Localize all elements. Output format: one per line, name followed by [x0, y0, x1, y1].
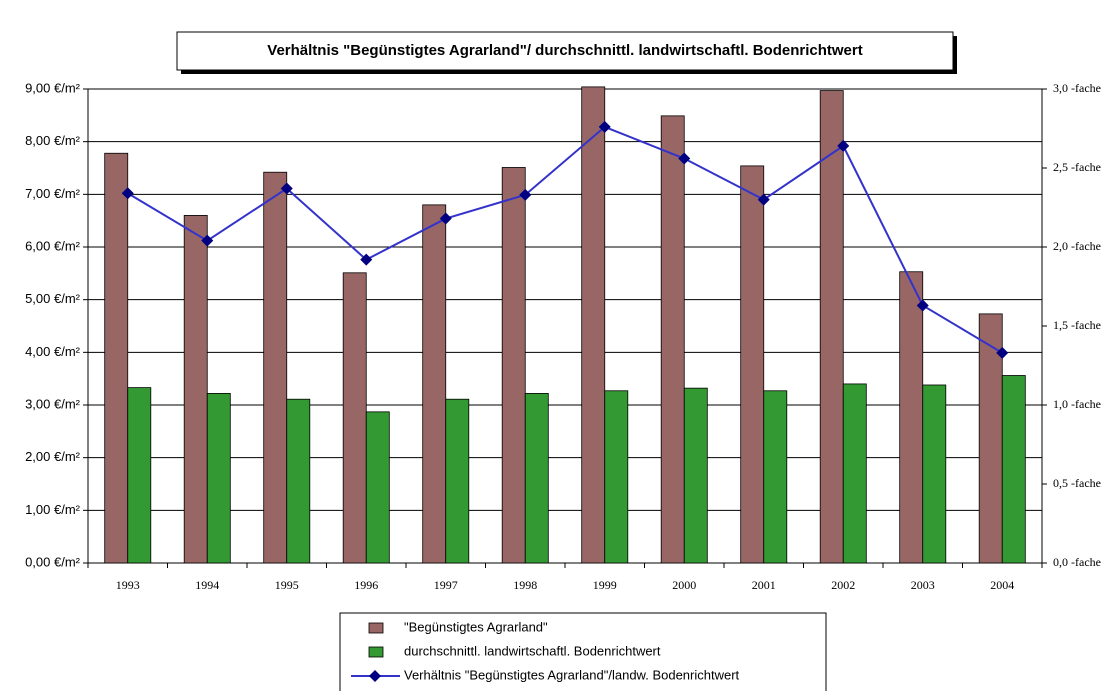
y-tick-label: 0,00 €/m²: [25, 554, 81, 569]
y2-tick-label: 3,0 -fache: [1053, 81, 1101, 95]
x-tick-label: 1999: [593, 578, 617, 592]
bar: [422, 204, 447, 564]
x-tick-label: 2003: [911, 578, 935, 592]
x-tick-label: 2000: [672, 578, 696, 592]
bar: [660, 115, 685, 564]
x-tick-label: 1995: [275, 578, 299, 592]
bar: [683, 387, 708, 564]
bar: [922, 384, 947, 564]
bar: [899, 271, 924, 564]
x-tick-label: 1994: [195, 578, 219, 592]
bar: [365, 411, 390, 564]
bar: [604, 390, 629, 564]
y2-tick-label: 2,0 -fache: [1053, 239, 1101, 253]
x-tick-label: 2002: [831, 578, 855, 592]
point-marker: [280, 182, 293, 195]
y-tick-label: 5,00 €/m²: [25, 291, 81, 306]
y-tick-label: 3,00 €/m²: [25, 396, 81, 411]
bar: [183, 214, 208, 564]
bar: [763, 390, 788, 564]
point-marker: [201, 234, 214, 247]
point-marker: [121, 187, 134, 200]
legend-label: durchschnittl. landwirtschaftl. Bodenric…: [404, 643, 661, 658]
title-box: [176, 31, 954, 71]
x-tick-label: 1997: [434, 578, 458, 592]
legend-box: [339, 612, 827, 694]
y-tick-label: 7,00 €/m²: [25, 186, 81, 201]
y-tick-label: 9,00 €/m²: [25, 80, 81, 95]
y2-tick-label: 0,0 -fache: [1053, 555, 1101, 569]
bar: [842, 383, 867, 564]
legend-swatch: [368, 646, 384, 658]
bar: [127, 387, 152, 564]
x-tick-label: 2004: [990, 578, 1014, 592]
y2-tick-label: 0,5 -fache: [1053, 476, 1101, 490]
x-tick-label: 2001: [752, 578, 776, 592]
bar: [206, 393, 231, 564]
bar: [445, 398, 470, 564]
bar: [263, 171, 288, 564]
y-tick-label: 2,00 €/m²: [25, 449, 81, 464]
y-tick-label: 6,00 €/m²: [25, 238, 81, 253]
y2-tick-label: 1,5 -fache: [1053, 318, 1101, 332]
x-tick-label: 1993: [116, 578, 140, 592]
point-marker: [519, 188, 532, 201]
legend-label: Verhältnis "Begünstigtes Agrarland"/land…: [404, 667, 740, 682]
bar: [581, 86, 606, 564]
point-marker: [598, 120, 611, 133]
point-marker: [916, 299, 929, 312]
legend-marker: [369, 670, 381, 682]
legend-swatch: [368, 622, 384, 634]
y-tick-label: 1,00 €/m²: [25, 502, 81, 517]
point-marker: [678, 152, 691, 165]
y-tick-label: 4,00 €/m²: [25, 344, 81, 359]
x-tick-label: 1996: [354, 578, 378, 592]
point-marker: [837, 139, 850, 152]
point-marker: [360, 253, 373, 266]
y2-tick-label: 2,5 -fache: [1053, 160, 1101, 174]
point-marker: [439, 212, 452, 225]
bar: [342, 272, 367, 564]
bar: [819, 90, 844, 564]
legend-label: "Begünstigtes Agrarland": [404, 619, 548, 634]
point-marker: [757, 193, 770, 206]
line: [127, 125, 1003, 354]
bar: [740, 165, 765, 564]
x-tick-label: 1998: [513, 578, 537, 592]
bar: [501, 167, 526, 564]
point-marker: [996, 346, 1009, 359]
bar: [1001, 375, 1026, 564]
bar: [524, 393, 549, 564]
bar: [104, 152, 129, 564]
chart-title: Verhältnis "Begünstigtes Agrarland"/ dur…: [267, 42, 862, 59]
y-tick-label: 8,00 €/m²: [25, 133, 81, 148]
bar: [286, 398, 311, 564]
y2-tick-label: 1,0 -fache: [1053, 397, 1101, 411]
